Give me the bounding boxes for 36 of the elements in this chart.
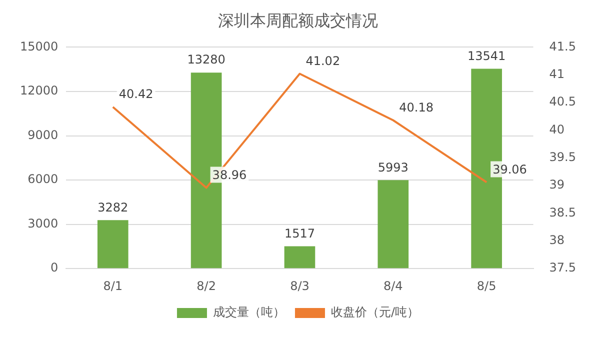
x-tick-label: 8/2 bbox=[196, 278, 216, 293]
bar bbox=[284, 246, 316, 268]
y-tick-label: 3000 bbox=[28, 216, 58, 230]
data-label: 41.02 bbox=[306, 54, 340, 68]
y-tick-label: 0 bbox=[50, 260, 58, 275]
y2-tick-label: 39 bbox=[549, 178, 565, 192]
bar bbox=[378, 180, 409, 268]
x-tick-label: 8/1 bbox=[103, 278, 123, 293]
data-label: 40.18 bbox=[399, 100, 434, 114]
y-tick-label: 9000 bbox=[28, 128, 58, 142]
y-tick-label: 15000 bbox=[20, 39, 58, 54]
y2-tick-label: 37.5 bbox=[549, 260, 576, 275]
y2-tick-label: 40.5 bbox=[549, 94, 576, 109]
y-tick-label: 12000 bbox=[20, 84, 58, 98]
y2-tick-label: 39.5 bbox=[549, 150, 576, 164]
x-tick-label: 8/5 bbox=[476, 278, 496, 293]
data-label: 38.96 bbox=[212, 168, 247, 182]
data-label: 40.42 bbox=[118, 87, 154, 102]
x-tick-label: 8/3 bbox=[290, 278, 310, 293]
data-label: 5993 bbox=[378, 160, 408, 174]
data-label: 1517 bbox=[284, 226, 315, 240]
y2-tick-label: 41.5 bbox=[549, 39, 576, 54]
chart-title: 深圳本周配额成交情况 bbox=[218, 10, 378, 30]
bar bbox=[97, 220, 128, 268]
data-label: 13280 bbox=[187, 52, 226, 67]
y2-tick-label: 41 bbox=[549, 67, 565, 81]
legend-label: 收盘价（元/吨） bbox=[330, 305, 420, 320]
y2-tick-label: 38.5 bbox=[549, 205, 576, 220]
data-label: 3282 bbox=[98, 200, 128, 214]
y2-tick-label: 38 bbox=[549, 233, 565, 248]
legend-label: 成交量（吨） bbox=[212, 305, 285, 320]
data-label: 13541 bbox=[467, 48, 506, 63]
data-label: 39.06 bbox=[492, 162, 527, 176]
y2-tick-label: 40 bbox=[549, 122, 565, 136]
x-tick-label: 8/4 bbox=[383, 278, 403, 293]
y-tick-label: 6000 bbox=[28, 172, 58, 186]
